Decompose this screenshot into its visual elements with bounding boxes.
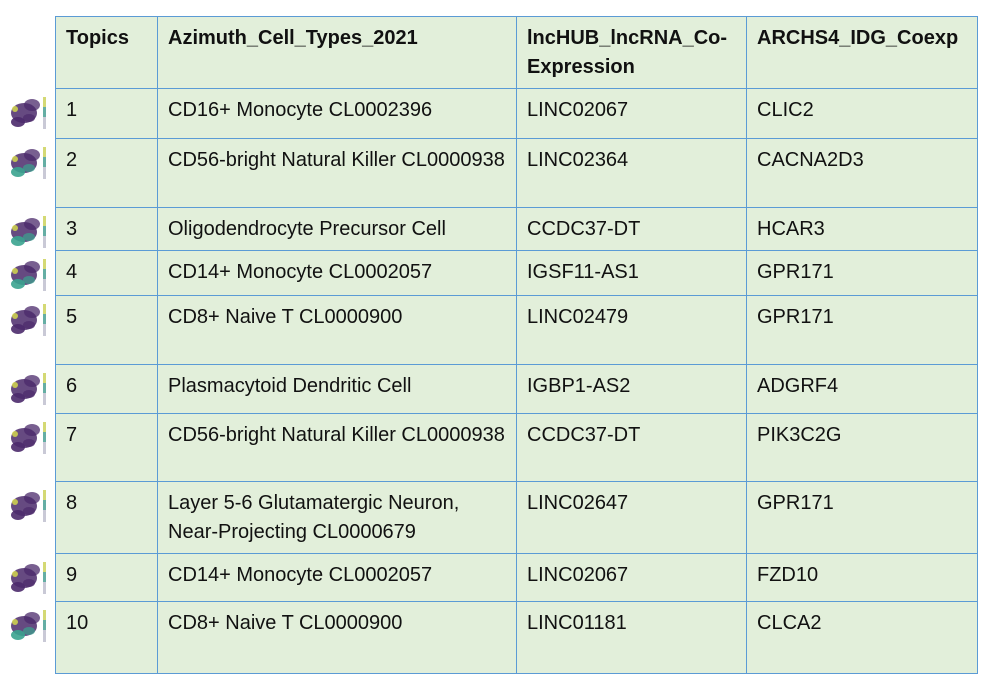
topic-number: 3 [55, 207, 158, 251]
topic-number: 8 [55, 481, 158, 554]
cell-type: CD56-bright Natural Killer CL0000938 [157, 413, 517, 482]
table-row: 4 CD14+ Monocyte CL0002057 IGSF11-AS1 GP… [55, 250, 978, 296]
table-row: 6 Plasmacytoid Dendritic Cell IGBP1-AS2 … [55, 364, 978, 414]
topic-number: 5 [55, 295, 158, 365]
idg-gene: CLIC2 [746, 88, 978, 139]
lncrna-gene: CCDC37-DT [516, 413, 747, 482]
lncrna-gene: LINC02647 [516, 481, 747, 554]
idg-gene: CACNA2D3 [746, 138, 978, 208]
umap-thumbnail-icon [4, 210, 50, 254]
table-row: 10 CD8+ Naive T CL0000900 LINC01181 CLCA… [55, 601, 978, 674]
umap-thumbnail-icon [4, 91, 50, 135]
header-archs4-idg-coexp: ARCHS4_IDG_Coexp [746, 16, 978, 89]
header-azimuth-cell-types: Azimuth_Cell_Types_2021 [157, 16, 517, 89]
topic-number: 10 [55, 601, 158, 674]
idg-gene: ADGRF4 [746, 364, 978, 414]
cell-type: CD16+ Monocyte CL0002396 [157, 88, 517, 139]
table-row: 2 CD56-bright Natural Killer CL0000938 L… [55, 138, 978, 208]
table-row: 9 CD14+ Monocyte CL0002057 LINC02067 FZD… [55, 553, 978, 602]
topic-number: 7 [55, 413, 158, 482]
cell-type: CD14+ Monocyte CL0002057 [157, 553, 517, 602]
umap-thumbnail-icon [4, 556, 50, 600]
cell-type: Layer 5-6 Glutamatergic Neuron, Near-Pro… [157, 481, 517, 554]
topics-enrichment-table: Topics Azimuth_Cell_Types_2021 lncHUB_ln… [55, 16, 978, 674]
umap-thumbnail-icon [4, 484, 50, 528]
header-lnchub-coexpression: lncHUB_lncRNA_Co-Expression [516, 16, 747, 89]
table-row: 5 CD8+ Naive T CL0000900 LINC02479 GPR17… [55, 295, 978, 365]
lncrna-gene: LINC02364 [516, 138, 747, 208]
idg-gene: CLCA2 [746, 601, 978, 674]
lncrna-gene: IGBP1-AS2 [516, 364, 747, 414]
table-row: 1 CD16+ Monocyte CL0002396 LINC02067 CLI… [55, 88, 978, 139]
cell-type: CD56-bright Natural Killer CL0000938 [157, 138, 517, 208]
idg-gene: GPR171 [746, 481, 978, 554]
lncrna-gene: LINC02479 [516, 295, 747, 365]
idg-gene: GPR171 [746, 250, 978, 296]
umap-thumbnail-icon [4, 253, 50, 297]
idg-gene: PIK3C2G [746, 413, 978, 482]
umap-thumbnail-column [0, 0, 56, 673]
cell-type: Oligodendrocyte Precursor Cell [157, 207, 517, 251]
lncrna-gene: IGSF11-AS1 [516, 250, 747, 296]
umap-thumbnail-icon [4, 298, 50, 342]
idg-gene: FZD10 [746, 553, 978, 602]
idg-gene: GPR171 [746, 295, 978, 365]
header-topics: Topics [55, 16, 158, 89]
lncrna-gene: LINC02067 [516, 553, 747, 602]
idg-gene: HCAR3 [746, 207, 978, 251]
cell-type: CD14+ Monocyte CL0002057 [157, 250, 517, 296]
topic-number: 4 [55, 250, 158, 296]
table-row: 7 CD56-bright Natural Killer CL0000938 C… [55, 413, 978, 482]
cell-type: CD8+ Naive T CL0000900 [157, 295, 517, 365]
table-row: 8 Layer 5-6 Glutamatergic Neuron, Near-P… [55, 481, 978, 554]
cell-type: CD8+ Naive T CL0000900 [157, 601, 517, 674]
topic-number: 6 [55, 364, 158, 414]
umap-thumbnail-icon [4, 141, 50, 185]
lncrna-gene: LINC02067 [516, 88, 747, 139]
topic-number: 9 [55, 553, 158, 602]
umap-thumbnail-icon [4, 367, 50, 411]
lncrna-gene: CCDC37-DT [516, 207, 747, 251]
cell-type: Plasmacytoid Dendritic Cell [157, 364, 517, 414]
table-header-row: Topics Azimuth_Cell_Types_2021 lncHUB_ln… [55, 16, 978, 89]
table-row: 3 Oligodendrocyte Precursor Cell CCDC37-… [55, 207, 978, 251]
lncrna-gene: LINC01181 [516, 601, 747, 674]
umap-thumbnail-icon [4, 416, 50, 460]
umap-thumbnail-icon [4, 604, 50, 648]
topic-number: 2 [55, 138, 158, 208]
topic-number: 1 [55, 88, 158, 139]
